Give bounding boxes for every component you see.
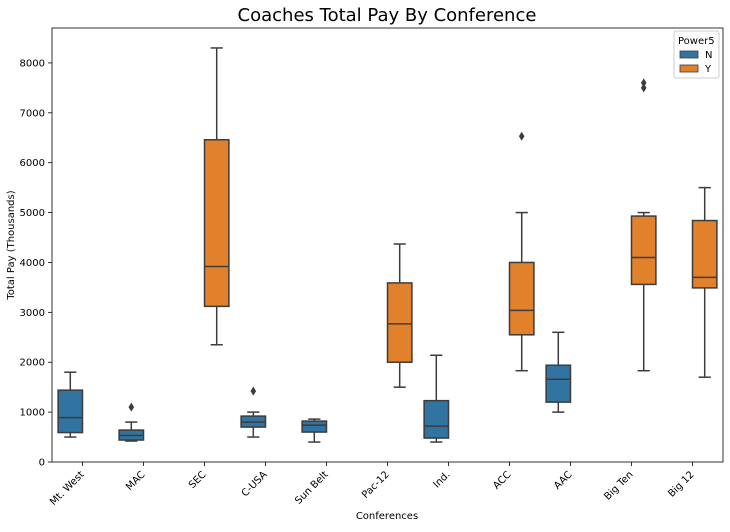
x-axis-label: Conferences	[356, 511, 418, 522]
x-tick-label: AAC	[552, 469, 574, 491]
plot-area: 0 1000 2000 3000 4000 5000 6000 7000 8000 Mt. Wes…	[20, 27, 724, 508]
box-iqr	[386, 282, 413, 363]
x-tick-label: C-USA	[240, 469, 270, 499]
outlier-point	[640, 78, 647, 88]
legend-swatch-n	[679, 50, 699, 59]
y-tick-label: 8000	[20, 58, 45, 69]
outlier-point	[640, 83, 647, 93]
y-tick-label: 7000	[20, 108, 45, 119]
outlier-point	[250, 386, 257, 396]
legend-swatch-y	[679, 64, 699, 73]
x-tick-label: Ind.	[432, 469, 453, 490]
x-tick-label: Big 12	[666, 469, 696, 499]
x-tick-label: Pac-12	[360, 469, 391, 500]
outlier-point	[518, 131, 525, 141]
y-tick-label: 5000	[20, 208, 45, 219]
box-iqr	[301, 420, 328, 433]
x-tick-label: SEC	[187, 469, 209, 491]
outlier-point	[128, 402, 135, 412]
legend-label-n: N	[705, 50, 712, 61]
legend-title: Power5	[678, 36, 715, 47]
y-tick-label: 6000	[20, 158, 45, 169]
box-iqr	[545, 364, 572, 403]
box-iqr	[423, 399, 450, 439]
x-tick-label: ACC	[491, 469, 513, 491]
x-tick-label: Sun Belt	[293, 469, 330, 506]
y-tick-label: 4000	[20, 258, 45, 269]
x-tick-label: Big Ten	[602, 469, 635, 502]
box-iqr	[203, 138, 230, 308]
y-tick-label: 0	[39, 458, 45, 469]
chart-title: Coaches Total Pay By Conference	[238, 5, 537, 26]
box-iqr	[57, 389, 84, 434]
y-tick-label: 3000	[20, 308, 45, 319]
box-iqr	[630, 215, 657, 286]
axes-frame	[51, 27, 724, 463]
legend-label-y: Y	[704, 64, 712, 75]
y-tick-label: 2000	[20, 358, 45, 369]
y-axis-label: Total Pay (Thousands)	[6, 190, 17, 300]
x-tick-label: Mt. West	[48, 469, 87, 508]
x-tick-label: MAC	[124, 469, 148, 493]
legend: Power5 N Y	[673, 30, 720, 79]
box-iqr	[508, 261, 535, 336]
y-tick-label: 1000	[20, 408, 45, 419]
